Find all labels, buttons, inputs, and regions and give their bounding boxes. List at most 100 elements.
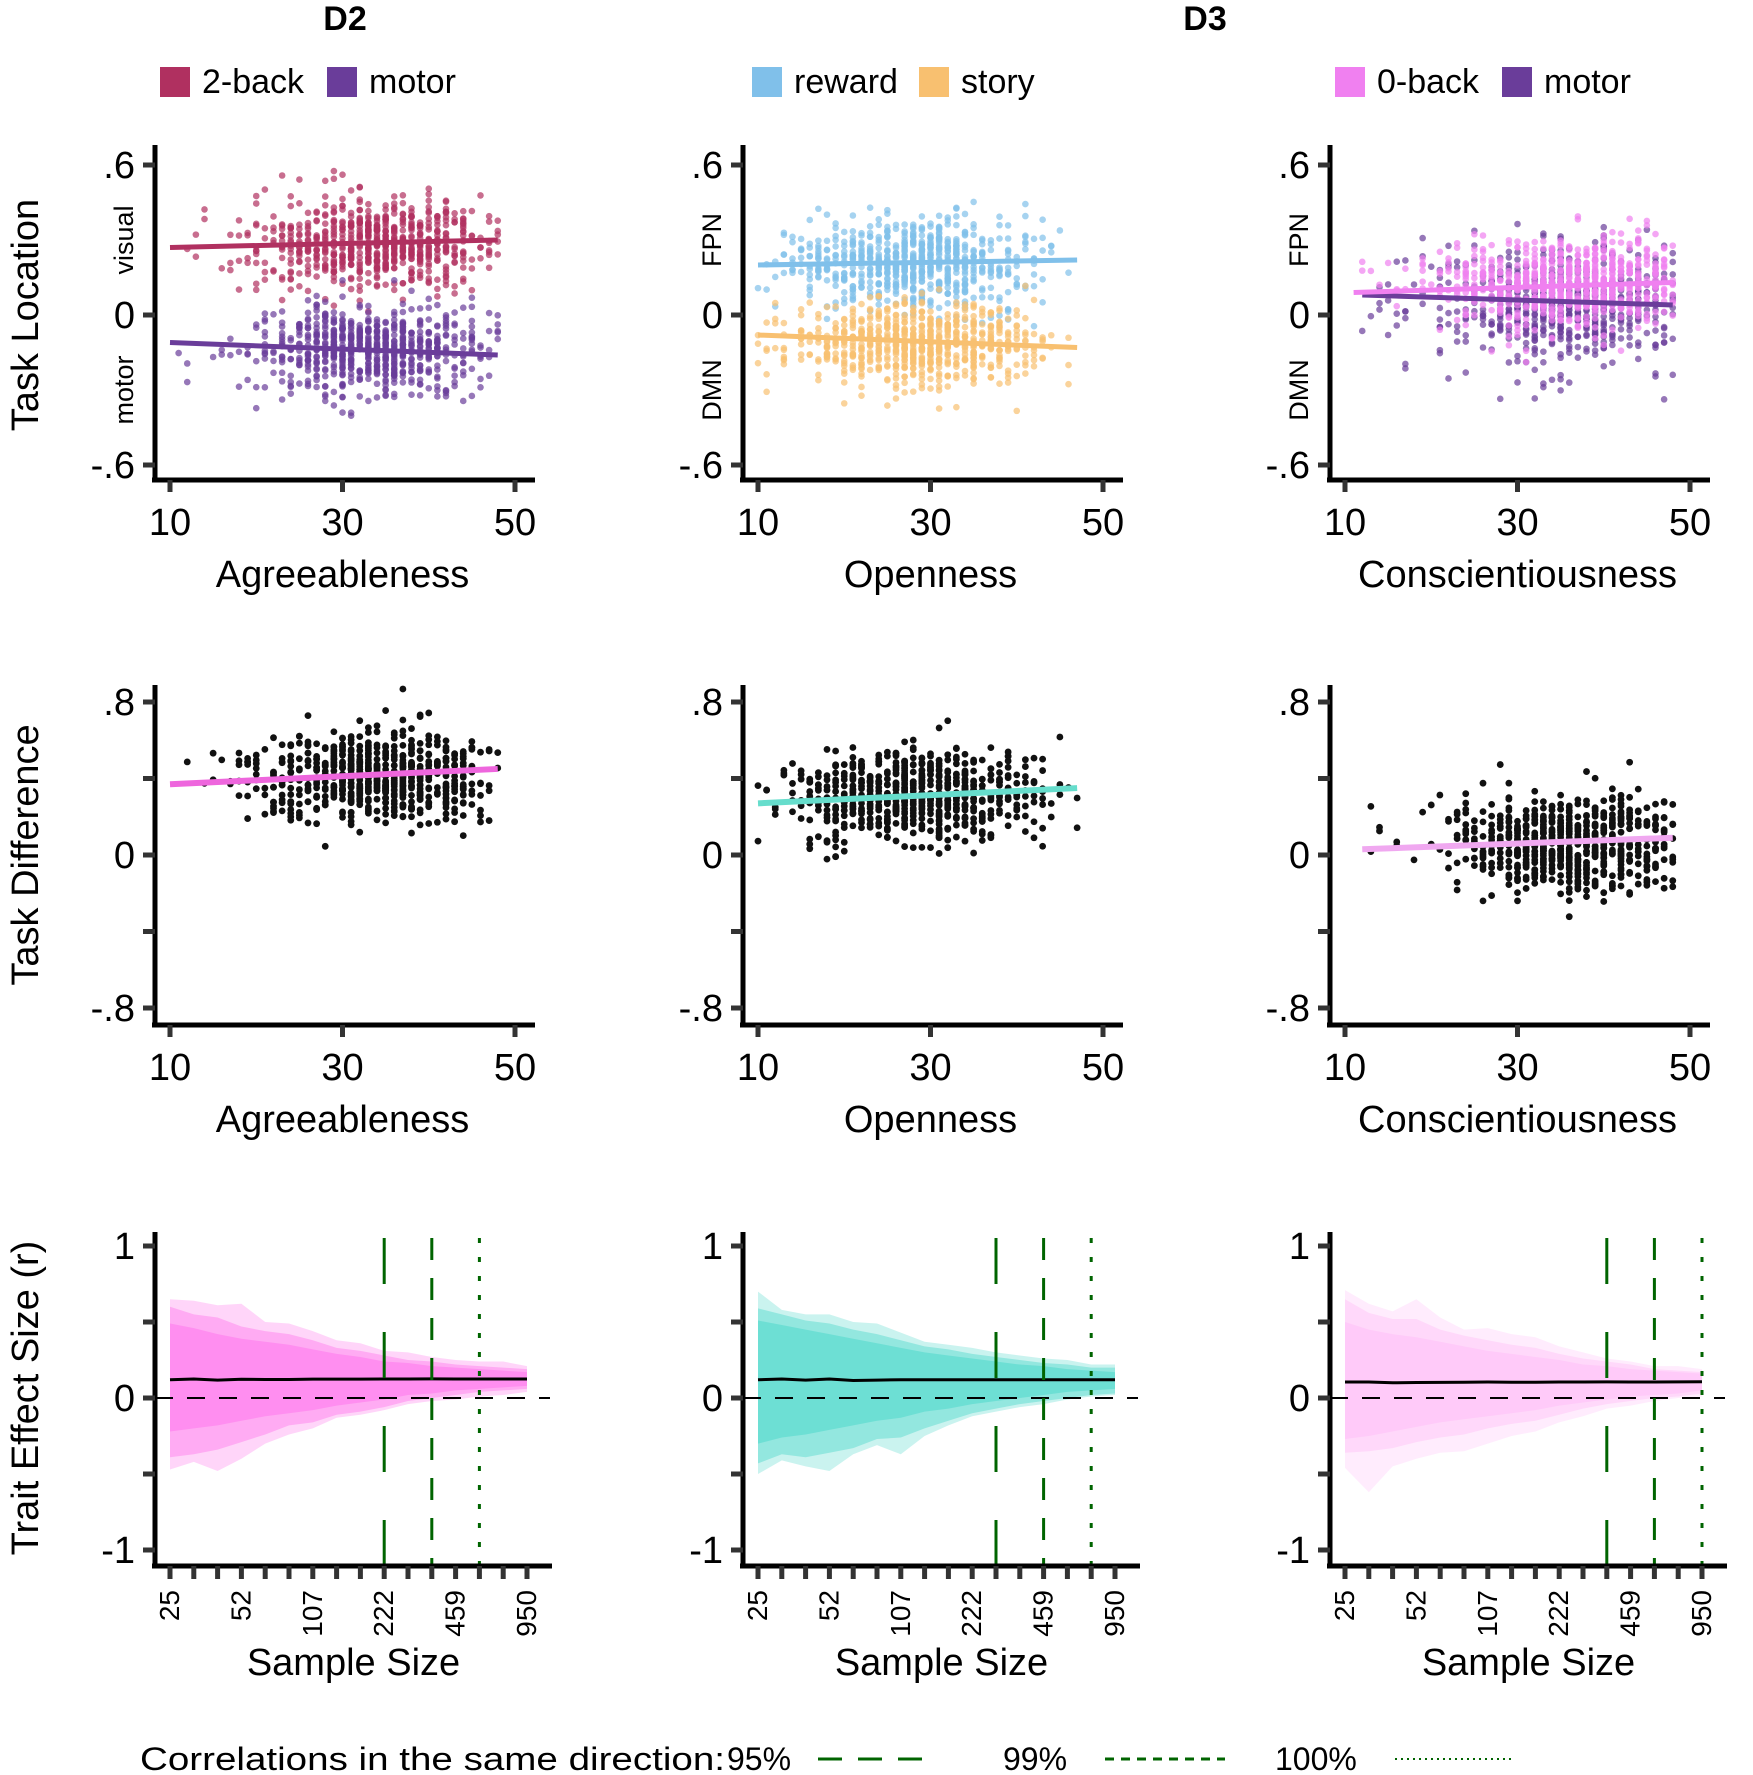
data-point	[347, 370, 355, 378]
data-point	[270, 357, 277, 365]
data-point	[451, 250, 458, 257]
data-point	[866, 233, 874, 240]
data-point	[1004, 374, 1012, 381]
legend-swatch	[160, 67, 190, 97]
data-point	[858, 779, 865, 787]
data-point	[287, 800, 295, 808]
data-point	[832, 817, 840, 825]
data-point	[442, 800, 450, 808]
data-point	[996, 380, 1003, 388]
legend-2: 0-back motor	[1335, 63, 1631, 101]
data-point	[339, 331, 346, 338]
data-point	[399, 335, 407, 343]
data-point	[252, 280, 260, 288]
data-point	[884, 363, 891, 370]
data-point	[408, 224, 415, 231]
data-point	[935, 370, 943, 377]
data-point	[935, 359, 943, 366]
data-point	[390, 204, 398, 211]
data-point	[451, 365, 458, 372]
data-point	[356, 269, 364, 276]
data-point	[382, 819, 390, 827]
data-point	[425, 215, 433, 223]
data-point	[442, 344, 450, 351]
data-point	[382, 326, 389, 334]
data-point	[485, 817, 493, 824]
data-point	[304, 296, 312, 304]
data-point	[961, 243, 969, 251]
data-point	[1600, 320, 1608, 327]
data-point	[1609, 359, 1616, 366]
data-point	[970, 198, 977, 206]
data-point	[789, 266, 796, 273]
data-point	[832, 342, 839, 350]
data-point	[1065, 334, 1072, 342]
data-point	[364, 753, 372, 761]
data-point	[321, 357, 329, 365]
data-point	[235, 257, 243, 265]
data-point	[1505, 359, 1513, 366]
data-point	[321, 220, 329, 227]
data-point	[780, 251, 788, 258]
data-point	[330, 273, 338, 281]
data-point	[832, 303, 839, 310]
data-point	[944, 217, 952, 224]
data-point	[883, 808, 891, 816]
legend-label: motor	[369, 63, 456, 101]
data-point	[321, 761, 329, 769]
data-point	[252, 250, 260, 258]
data-point	[347, 808, 355, 816]
data-point	[477, 383, 484, 391]
data-point	[935, 327, 943, 335]
data-point	[987, 309, 995, 316]
data-point	[364, 795, 372, 803]
data-point	[227, 351, 234, 359]
data-point	[261, 235, 269, 242]
data-point	[806, 845, 814, 853]
data-point	[451, 218, 458, 226]
data-point	[1514, 352, 1521, 360]
data-point	[468, 365, 476, 373]
data-point	[425, 279, 433, 287]
data-point	[304, 331, 312, 339]
data-point	[884, 402, 891, 409]
data-point	[313, 208, 320, 215]
data-point	[840, 824, 848, 832]
data-point	[858, 270, 865, 278]
data-point	[347, 341, 355, 349]
data-point	[304, 798, 312, 806]
data-point	[416, 362, 424, 369]
data-point	[823, 746, 831, 753]
data-point	[1065, 380, 1072, 388]
data-point	[278, 353, 286, 360]
data-point	[1384, 331, 1392, 339]
data-point	[485, 264, 493, 272]
data-point	[1030, 363, 1038, 370]
data-point	[1004, 748, 1012, 756]
data-point	[789, 760, 796, 767]
data-point	[287, 193, 295, 200]
data-point	[313, 246, 320, 254]
data-point	[442, 229, 450, 237]
data-point	[944, 803, 952, 811]
data-point	[840, 269, 848, 277]
data-point	[356, 717, 364, 725]
data-point	[356, 198, 364, 206]
data-point	[901, 330, 908, 338]
data-point	[270, 802, 277, 810]
data-point	[866, 223, 874, 230]
data-point	[1514, 220, 1521, 228]
data-point	[425, 785, 433, 793]
data-point	[399, 226, 407, 234]
data-point	[252, 220, 260, 228]
data-point	[978, 321, 986, 328]
data-point	[763, 319, 770, 326]
data-point	[468, 256, 476, 263]
data-point	[909, 844, 917, 852]
data-point	[892, 395, 900, 402]
data-point	[399, 788, 407, 796]
data-point	[901, 762, 909, 770]
data-point	[832, 761, 840, 769]
data-point	[373, 807, 381, 815]
